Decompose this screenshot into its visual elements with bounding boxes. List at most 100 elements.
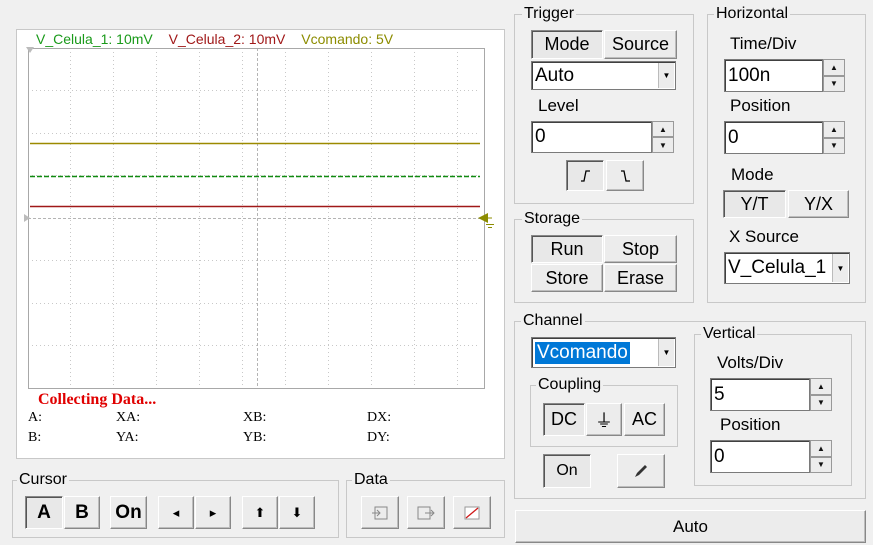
spin-up-icon[interactable]: ▲ [810,378,832,395]
yx-button[interactable]: Y/X [788,190,849,218]
probe-pen-icon [635,465,647,477]
cursor-left-button[interactable]: ◂ [158,496,194,529]
x-source-select[interactable]: V_Celula_1 ▼ [724,252,850,284]
chevron-down-icon[interactable]: ▼ [832,254,848,282]
cursor-b-button[interactable]: B [64,496,100,529]
trigger-falling-button[interactable] [606,160,644,191]
spin-down-icon[interactable]: ▼ [823,137,845,154]
volts-div-input[interactable]: 5 [710,378,810,411]
legend-vcomando: Vcomando: 5V [301,31,394,47]
trigger-left-marker [24,214,30,222]
channel-probe-button[interactable] [617,454,665,488]
arrow-right-icon: ▸ [209,504,217,520]
horizontal-position-label: Position [730,96,791,115]
scope-center-axes [28,48,480,388]
rising-edge-icon [581,169,590,182]
time-div-spinner[interactable]: ▲ ▼ [823,59,845,92]
spin-up-icon[interactable]: ▲ [823,59,845,76]
trigger-title: Trigger [522,5,577,23]
trigger-group [514,14,694,204]
spin-down-icon[interactable]: ▼ [652,137,674,153]
cursor-title: Cursor [17,471,70,489]
legend-v-celula-1: V_Celula_1: 10mV [36,31,153,47]
time-div-input[interactable]: 100n [724,59,823,92]
vertical-group [694,334,852,486]
volts-div-label: Volts/Div [717,353,784,372]
time-div-label: Time/Div [730,34,797,53]
spin-up-icon[interactable]: ▲ [823,121,845,138]
export-icon [417,506,435,519]
trigger-level-input[interactable]: 0 [531,121,652,153]
spin-down-icon[interactable]: ▼ [810,394,832,411]
x-source-value: V_Celula_1 [728,257,827,278]
coupling-title: Coupling [536,376,604,394]
cursor-down-button[interactable]: ⬇ [279,496,315,529]
vertical-position-spinner[interactable]: ▲ ▼ [810,440,832,473]
stop-button[interactable]: Stop [604,235,677,263]
auto-button[interactable]: Auto [515,510,866,543]
channel-title: Channel [521,312,585,330]
channel-group [514,321,866,499]
cursor-group [12,480,339,538]
trigger-level-label: Level [538,96,579,115]
cursor-up-button[interactable]: ⬆ [242,496,278,529]
coupling-group [530,385,678,447]
yt-button[interactable]: Y/T [723,190,786,218]
storage-group [514,219,694,303]
data-group [346,480,505,538]
coupling-dc-button[interactable]: DC [543,403,585,436]
coupling-ac-button[interactable]: AC [624,403,665,436]
spin-up-icon[interactable]: ▲ [652,121,674,137]
readout-xa: XA: [116,410,141,425]
horizontal-position-input[interactable]: 0 [724,121,823,154]
data-plot-button[interactable] [453,496,491,529]
channel-ground-marker [478,213,494,228]
spin-down-icon[interactable]: ▼ [810,456,832,473]
readout-yb: YB: [243,430,267,445]
cursor-on-button[interactable]: On [110,496,147,529]
trigger-mode-select[interactable]: Auto ▼ [531,61,676,90]
horizontal-position-spinner[interactable]: ▲ ▼ [823,121,845,154]
spin-up-icon[interactable]: ▲ [810,440,832,457]
readout-ya: YA: [116,430,139,445]
cursor-a-button[interactable]: A [25,496,63,529]
data-import-button[interactable] [361,496,399,529]
x-source-label: X Source [729,227,799,246]
cursor-right-button[interactable]: ▸ [195,496,231,529]
readout-b: B: [28,430,42,445]
erase-button[interactable]: Erase [604,264,677,292]
coupling-ground-button[interactable]: ⏚ [586,403,622,436]
trigger-source-button[interactable]: Source [604,30,677,59]
horizontal-title: Horizontal [714,5,791,23]
plot-icon [464,506,480,519]
vertical-position-label: Position [720,415,781,434]
trigger-mode-button[interactable]: Mode [531,30,603,59]
channel-on-button[interactable]: On [543,454,591,488]
legend-v-celula-2: V_Celula_2: 10mV [168,31,286,47]
scope-legend: V_Celula_1: 10mV V_Celula_2: 10mV Vcoman… [36,31,405,47]
chevron-down-icon[interactable]: ▼ [658,339,674,366]
trigger-top-marker [26,47,34,53]
spin-down-icon[interactable]: ▼ [823,75,845,92]
trigger-level-spinner[interactable]: ▲ ▼ [652,121,674,153]
scope-panel [16,29,505,459]
arrow-up-icon: ⬆ [254,504,266,520]
chevron-down-icon[interactable]: ▼ [658,63,674,88]
data-export-button[interactable] [407,496,445,529]
status-text: Collecting Data... [38,391,157,408]
trigger-rising-button[interactable] [566,160,604,191]
vertical-title: Vertical [701,325,758,343]
readout-xb: XB: [243,410,267,425]
arrow-left-icon: ◂ [172,504,180,520]
run-button[interactable]: Run [531,235,603,263]
readout-a: A: [28,410,42,425]
vertical-position-input[interactable]: 0 [710,440,810,473]
import-icon [372,506,388,519]
readout-dx: DX: [367,410,392,425]
scope-border [28,48,485,389]
store-button[interactable]: Store [531,264,603,292]
channel-select[interactable]: Vcomando ▼ [531,337,676,368]
volts-div-spinner[interactable]: ▲ ▼ [810,378,832,411]
horizontal-mode-label: Mode [731,165,774,184]
